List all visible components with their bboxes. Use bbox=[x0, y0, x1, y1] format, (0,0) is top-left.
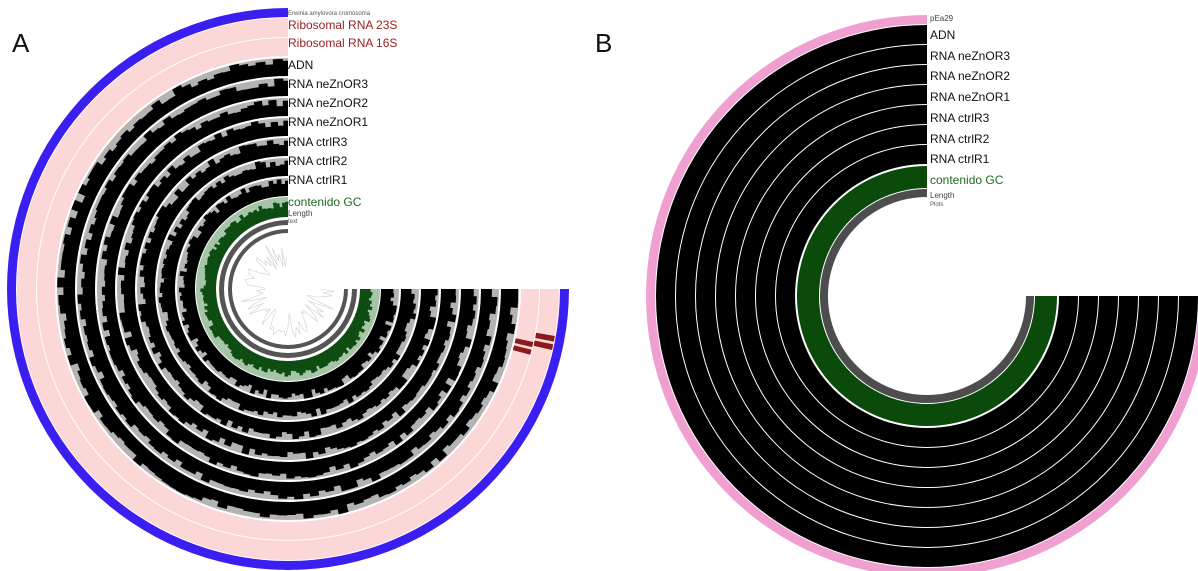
panel-letter-b: B bbox=[595, 28, 612, 58]
panel-a-track-labels: Ribosomal RNA 23S Ribosomal RNA 16S ADN RNA… bbox=[288, 18, 397, 225]
panel-a-track-label: RNA ctrlR1 bbox=[288, 173, 348, 187]
panel-b-track-label: ADN bbox=[930, 28, 955, 42]
panel-b-length-ring bbox=[820, 189, 1034, 403]
panel-b-track-label: Length bbox=[930, 191, 954, 200]
panel-a-track-label: RNA neZnOR1 bbox=[288, 115, 368, 129]
panel-a-gc-background bbox=[198, 199, 378, 379]
panel-a: A Erwinia amylovora cromosoma Ribosomal … bbox=[7, 8, 569, 570]
panel-b-track-labels: ADN RNA neZnOR3 RNA neZnOR2 RNA neZnOR1 RNA … bbox=[930, 28, 1010, 208]
panel-b-plasmid-title: pEa29 bbox=[930, 14, 954, 23]
panel-a-track-label: RNA neZnOR3 bbox=[288, 77, 368, 91]
panel-a-length-ring bbox=[219, 220, 357, 358]
panel-a-track-label: contenido GC bbox=[288, 195, 362, 209]
panel-b-track-label: RNA neZnOR3 bbox=[930, 49, 1010, 63]
panel-a-track-label: Ribosomal RNA 16S bbox=[288, 36, 397, 50]
panel-b-track-label: RNA neZnOR1 bbox=[930, 90, 1010, 104]
panel-b-gc-ring bbox=[797, 166, 1057, 426]
panel-a-rrna-marker bbox=[533, 340, 554, 350]
panel-a-track-label: RNA ctrlR3 bbox=[288, 135, 348, 149]
panel-b-track-label: RNA ctrlR3 bbox=[930, 111, 990, 125]
panel-b-track-label: RNA ctrlR1 bbox=[930, 152, 990, 166]
panel-a-rings bbox=[7, 8, 569, 570]
panel-b-track-label: Plots bbox=[930, 202, 943, 208]
panel-a-track-label: RNA neZnOR2 bbox=[288, 96, 368, 110]
panel-a-track-label: RNA ctrlR2 bbox=[288, 154, 348, 168]
panel-b-track-label: RNA neZnOR2 bbox=[930, 69, 1010, 83]
panel-a-track-label: Length bbox=[288, 209, 312, 218]
panel-a-rrna-marker bbox=[512, 345, 532, 355]
panel-a-genome-title: Erwinia amylovora cromosoma bbox=[288, 11, 371, 17]
panel-b: B pEa29 ADN RNA neZnOR3 RNA neZnOR2 RNA neZ… bbox=[595, 14, 1198, 571]
panel-a-inner-detail bbox=[241, 244, 335, 339]
panel-letter-a: A bbox=[12, 28, 30, 58]
panel-b-track-label: contenido GC bbox=[930, 173, 1004, 187]
panel-a-track-label: Ribosomal RNA 23S bbox=[288, 18, 397, 32]
panel-a-length-ring-inner bbox=[228, 229, 348, 349]
panel-a-rrna-marker bbox=[535, 332, 555, 342]
panel-b-track-label: RNA ctrlR2 bbox=[930, 132, 990, 146]
panel-b-rings bbox=[646, 15, 1198, 571]
panel-a-rrna-marker bbox=[514, 338, 534, 348]
panel-a-track-label: ADN bbox=[288, 58, 313, 72]
panel-a-track-label: text bbox=[288, 219, 298, 225]
